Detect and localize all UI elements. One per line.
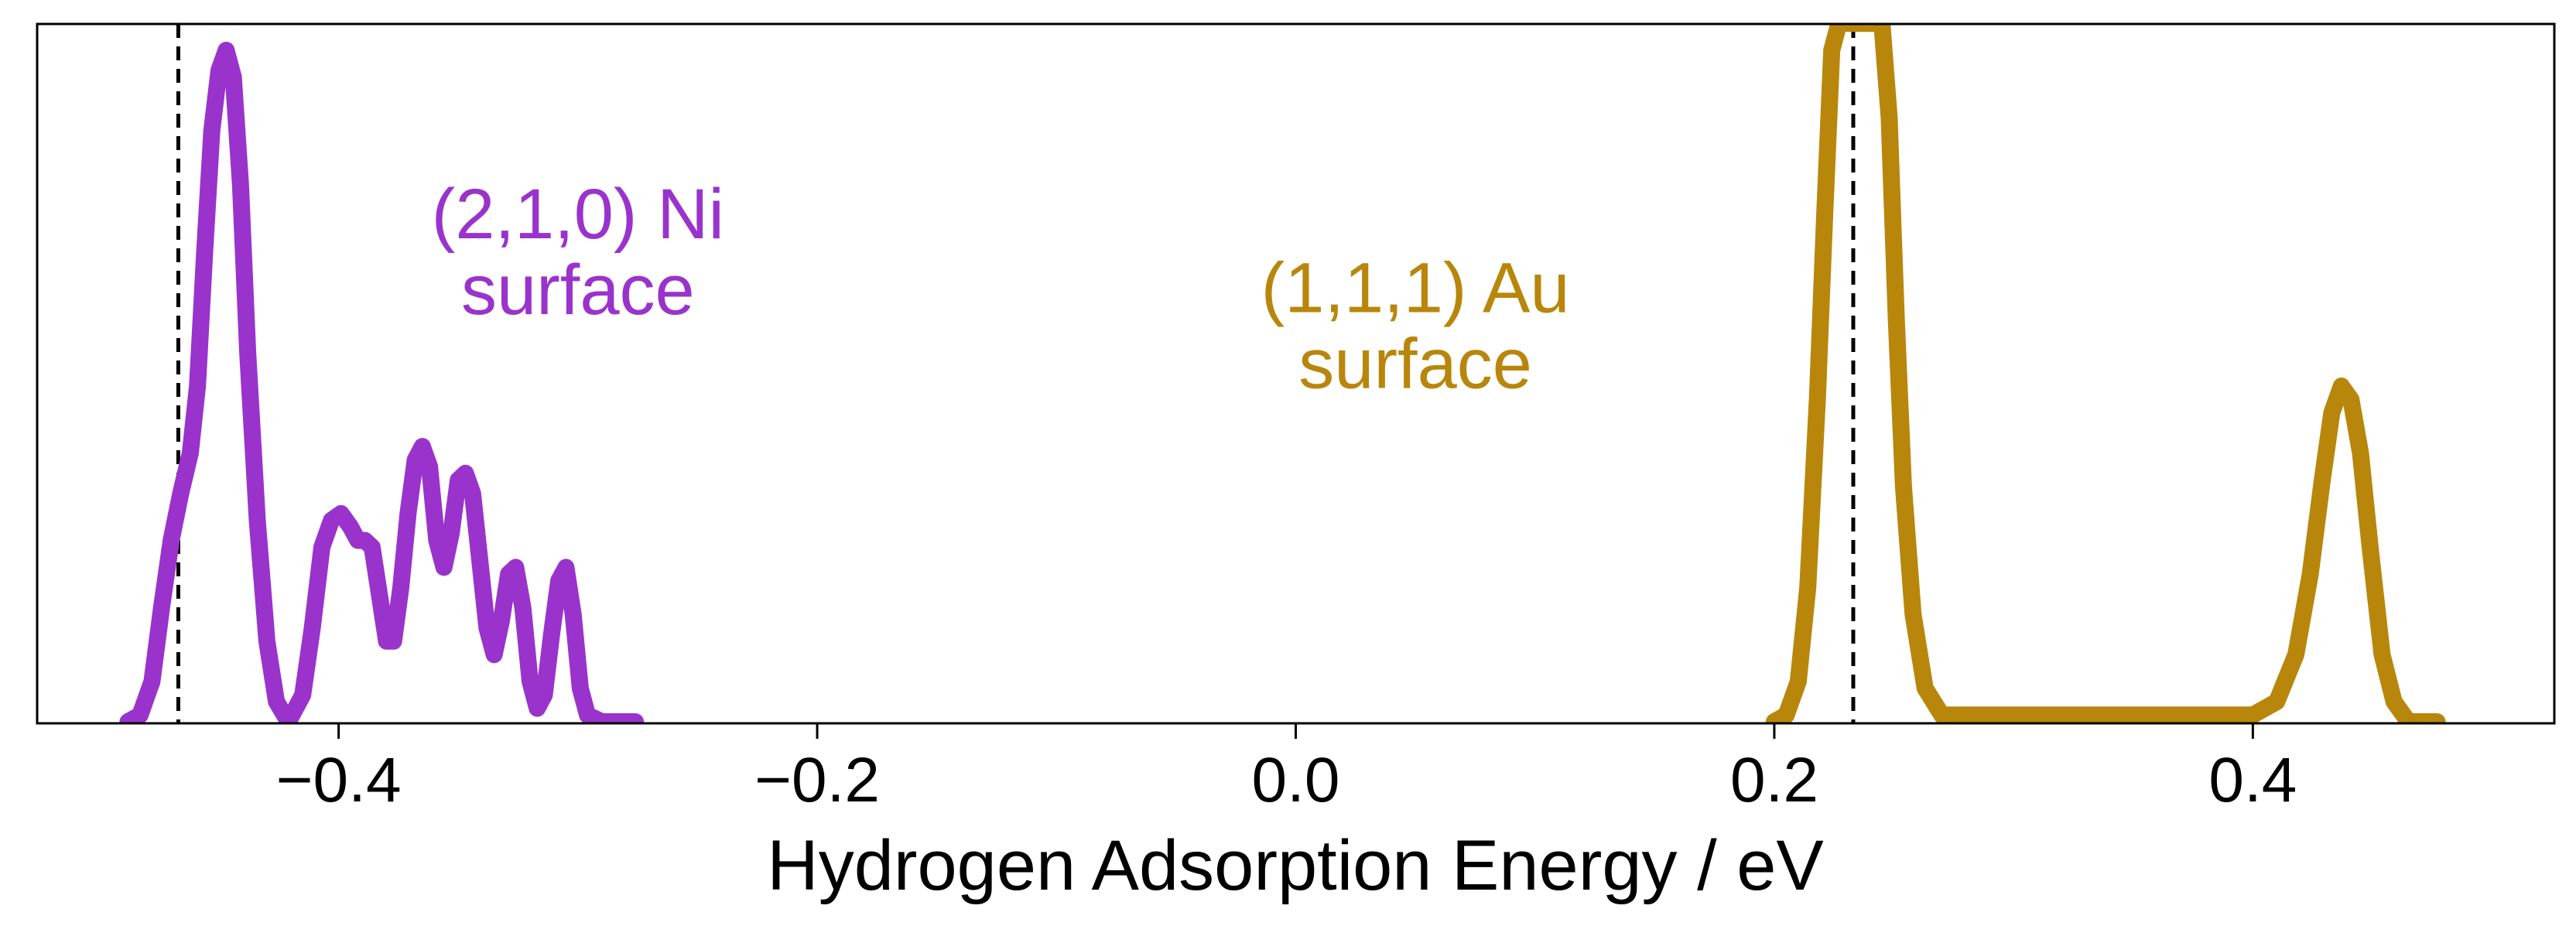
x-tick-label-2: −0.2 [754, 745, 880, 815]
plot-background [37, 24, 2554, 723]
reference-lines [176, 24, 1856, 723]
x-tick-label-5: 0.4 [2208, 745, 2297, 815]
x-tick-label-3: 0.0 [1252, 745, 1340, 815]
x-tick-label-4: 0.2 [1730, 745, 1818, 815]
x-axis-label: Hydrogen Adsorption Energy / eV [767, 826, 1824, 905]
x-axis-ticks: −0.4 −0.2 0.0 0.2 0.4 [276, 723, 2297, 815]
series-line-2 [1765, 24, 2446, 723]
annotation-2-line-1: (1,1,1) Au [1261, 249, 1570, 328]
series-layer [119, 24, 2446, 723]
series-line-1 [119, 42, 645, 723]
x-tick-label-1: −0.4 [276, 745, 402, 815]
annotation-2-line-2: surface [1298, 325, 1532, 404]
annotation-1-line-2: surface [461, 251, 695, 330]
annotation-1-line-1: (2,1,0) Ni [432, 175, 724, 254]
